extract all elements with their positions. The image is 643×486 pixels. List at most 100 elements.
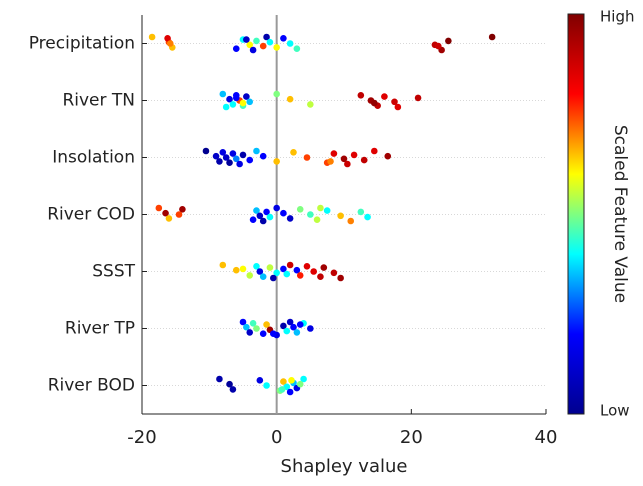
point: [226, 380, 233, 388]
point: [293, 329, 301, 336]
point: [350, 151, 358, 159]
point: [434, 42, 442, 50]
point: [232, 45, 240, 52]
point: [303, 154, 311, 161]
point: [360, 156, 368, 164]
point: [307, 211, 314, 218]
point: [300, 375, 307, 383]
point: [296, 272, 304, 279]
point: [364, 213, 371, 221]
point: [175, 211, 183, 218]
point: [384, 152, 392, 160]
point: [286, 318, 294, 326]
point: [236, 160, 243, 168]
point: [239, 265, 247, 273]
point: [259, 42, 267, 50]
point: [222, 103, 230, 111]
point: [323, 207, 331, 214]
point: [219, 90, 227, 98]
point: [246, 41, 254, 49]
y-tick-label: River BOD: [48, 376, 135, 396]
point: [253, 263, 260, 270]
point: [296, 321, 304, 328]
point: [249, 46, 257, 54]
point: [278, 386, 286, 393]
point: [283, 327, 291, 335]
point: [253, 147, 260, 155]
point: [286, 40, 294, 47]
y-tick-label: Precipitation: [29, 34, 135, 54]
point: [263, 382, 270, 389]
point: [266, 213, 274, 221]
point: [280, 322, 287, 330]
point: [290, 149, 297, 156]
point: [286, 261, 294, 269]
point: [280, 378, 287, 385]
point: [256, 377, 264, 384]
point: [296, 380, 304, 388]
point: [263, 208, 270, 216]
point: [243, 36, 250, 43]
point: [288, 377, 295, 384]
point: [212, 152, 220, 160]
point: [239, 151, 247, 159]
point: [253, 325, 260, 332]
point: [307, 325, 314, 332]
point: [394, 103, 402, 111]
point: [164, 35, 171, 42]
point: [232, 94, 240, 102]
point: [259, 273, 267, 281]
y-tick-label: SSST: [92, 262, 135, 282]
point: [222, 154, 230, 161]
point: [162, 209, 169, 217]
x-tick-label: 40: [535, 427, 558, 448]
point: [256, 212, 264, 220]
point: [371, 147, 378, 155]
point: [303, 263, 311, 270]
point: [259, 152, 267, 160]
point: [286, 95, 294, 103]
point: [239, 99, 247, 107]
point: [249, 320, 257, 327]
point: [229, 150, 237, 157]
point: [340, 155, 348, 163]
point: [296, 206, 304, 213]
point: [232, 266, 240, 274]
point: [273, 204, 280, 212]
point: [286, 215, 294, 222]
point: [155, 204, 163, 212]
point: [246, 272, 254, 279]
point: [202, 147, 210, 155]
point: [166, 40, 174, 47]
point: [243, 323, 250, 331]
x-tick-label: -20: [127, 427, 156, 448]
point: [290, 323, 297, 331]
point: [283, 270, 291, 278]
colorbar-high: High: [600, 8, 634, 26]
colorbar-label: Scaled Feature Value: [610, 125, 630, 303]
point: [330, 269, 338, 277]
y-tick-label: River TN: [62, 91, 135, 111]
point: [280, 209, 287, 217]
point: [259, 217, 267, 225]
point: [232, 155, 240, 163]
point: [266, 264, 274, 271]
point: [307, 101, 314, 108]
point: [344, 160, 351, 168]
point: [219, 149, 227, 156]
point: [270, 330, 277, 338]
point: [273, 158, 280, 165]
point: [293, 45, 301, 52]
colorbar-low: Low: [600, 402, 630, 420]
point: [320, 264, 328, 271]
point: [259, 330, 267, 338]
point: [317, 204, 324, 212]
point: [327, 158, 334, 165]
point: [226, 159, 233, 166]
point: [179, 206, 186, 213]
point: [165, 215, 173, 222]
point: [337, 212, 344, 220]
point: [263, 33, 270, 41]
point: [293, 266, 301, 274]
